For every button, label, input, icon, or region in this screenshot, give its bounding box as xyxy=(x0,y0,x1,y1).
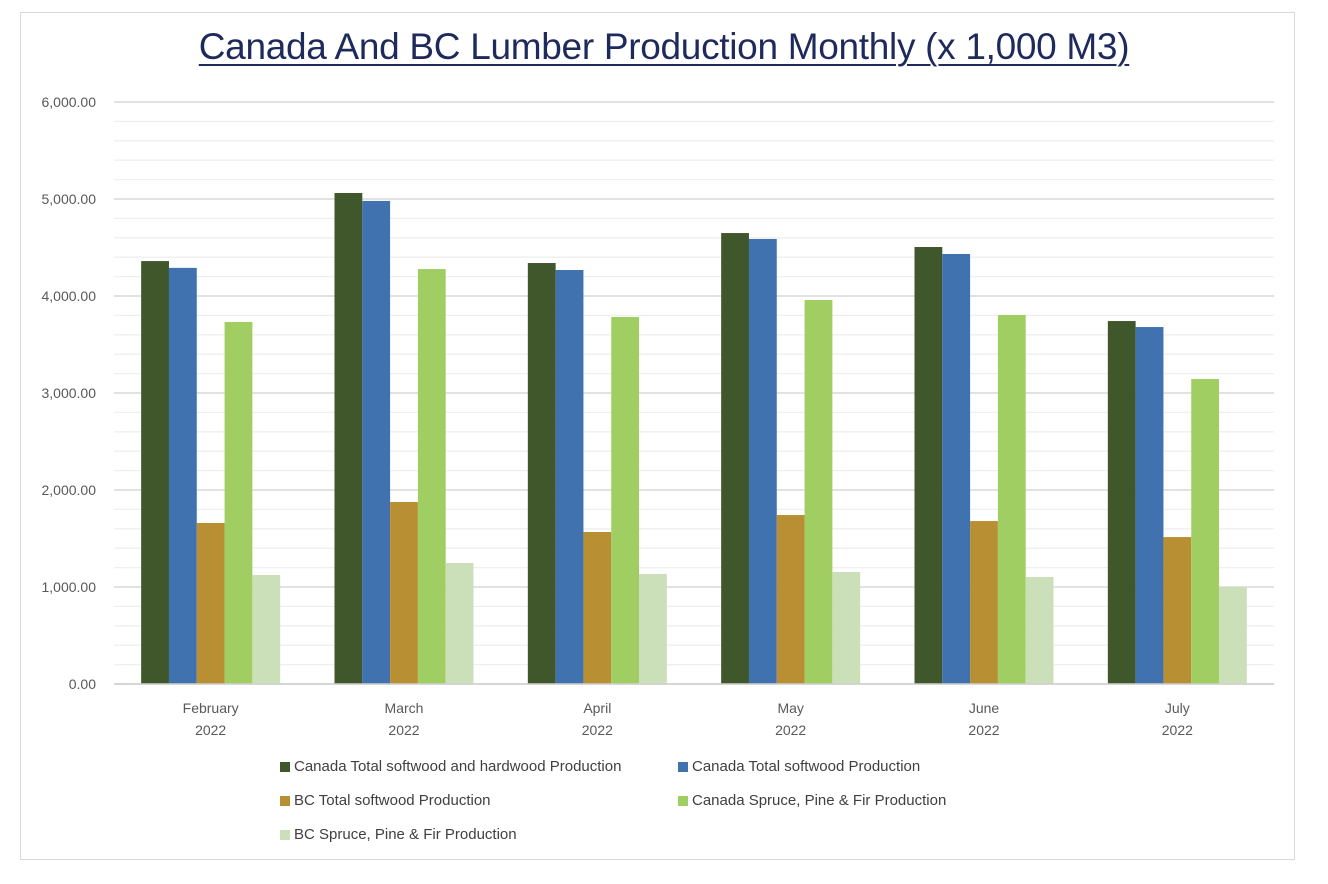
bar xyxy=(1135,327,1164,684)
y-tick-label: 2,000.00 xyxy=(42,482,97,498)
bar xyxy=(168,267,197,684)
bar xyxy=(970,521,998,684)
bar xyxy=(1025,577,1054,684)
bar xyxy=(196,522,225,684)
legend-item: Canada Total softwood Production xyxy=(678,758,920,775)
x-tick-label-month: March xyxy=(385,700,424,716)
bar xyxy=(417,269,446,684)
bar xyxy=(1219,587,1247,684)
legend-swatch xyxy=(678,761,688,772)
legend-item: BC Total softwood Production xyxy=(280,792,491,809)
bar xyxy=(997,315,1026,684)
y-tick-label: 0.00 xyxy=(69,676,96,692)
legend-item: BC Spruce, Pine & Fir Production xyxy=(280,826,517,843)
bar xyxy=(527,263,556,684)
legend-swatch xyxy=(280,761,290,772)
bar xyxy=(804,299,833,684)
bar xyxy=(1107,321,1136,684)
legend-swatch xyxy=(678,795,688,806)
y-tick-label: 3,000.00 xyxy=(42,385,97,401)
bar xyxy=(1163,537,1192,684)
bar xyxy=(832,571,861,684)
bar xyxy=(776,515,805,684)
bar xyxy=(445,563,474,684)
y-tick-label: 6,000.00 xyxy=(42,94,97,110)
bar xyxy=(252,574,281,684)
x-tick-label-month: May xyxy=(777,700,803,716)
x-tick-label-month: February xyxy=(183,700,239,716)
legend-label: Canada Total softwood Production xyxy=(692,758,921,775)
bar xyxy=(1191,379,1220,684)
x-tick-label-year: 2022 xyxy=(388,722,419,738)
legend-label: Canada Total softwood and hardwood Produ… xyxy=(294,758,622,775)
x-tick-label-year: 2022 xyxy=(582,722,613,738)
y-tick-label: 4,000.00 xyxy=(42,288,97,304)
bar xyxy=(721,233,749,684)
y-tick-label: 1,000.00 xyxy=(42,579,97,595)
bar xyxy=(141,261,169,684)
x-tick-label-month: April xyxy=(583,700,611,716)
x-tick-label-year: 2022 xyxy=(1162,722,1193,738)
chart-title: Canada And BC Lumber Production Monthly … xyxy=(198,26,1130,67)
bar xyxy=(914,247,943,684)
legend-item: Canada Spruce, Pine & Fir Production xyxy=(678,792,946,809)
x-tick-label-year: 2022 xyxy=(968,722,999,738)
legend-item: Canada Total softwood and hardwood Produ… xyxy=(280,758,621,775)
bar xyxy=(639,574,667,684)
y-tick-label: 5,000.00 xyxy=(42,191,97,207)
bar xyxy=(362,200,391,684)
legend-label: BC Total softwood Production xyxy=(294,792,491,809)
bar xyxy=(611,316,640,684)
bar xyxy=(334,192,363,684)
bar xyxy=(942,253,971,684)
bar xyxy=(390,502,418,684)
x-tick-label-month: July xyxy=(1165,700,1190,716)
bar xyxy=(748,238,777,685)
legend-swatch xyxy=(280,795,290,806)
bar xyxy=(583,532,612,684)
legend-label: BC Spruce, Pine & Fir Production xyxy=(294,826,517,843)
x-tick-label-month: June xyxy=(969,700,1000,716)
legend-label: Canada Spruce, Pine & Fir Production xyxy=(692,792,947,809)
x-tick-label-year: 2022 xyxy=(195,722,226,738)
x-tick-label-year: 2022 xyxy=(775,722,806,738)
legend-swatch xyxy=(280,829,290,840)
bar xyxy=(224,321,253,684)
bar xyxy=(555,270,584,684)
